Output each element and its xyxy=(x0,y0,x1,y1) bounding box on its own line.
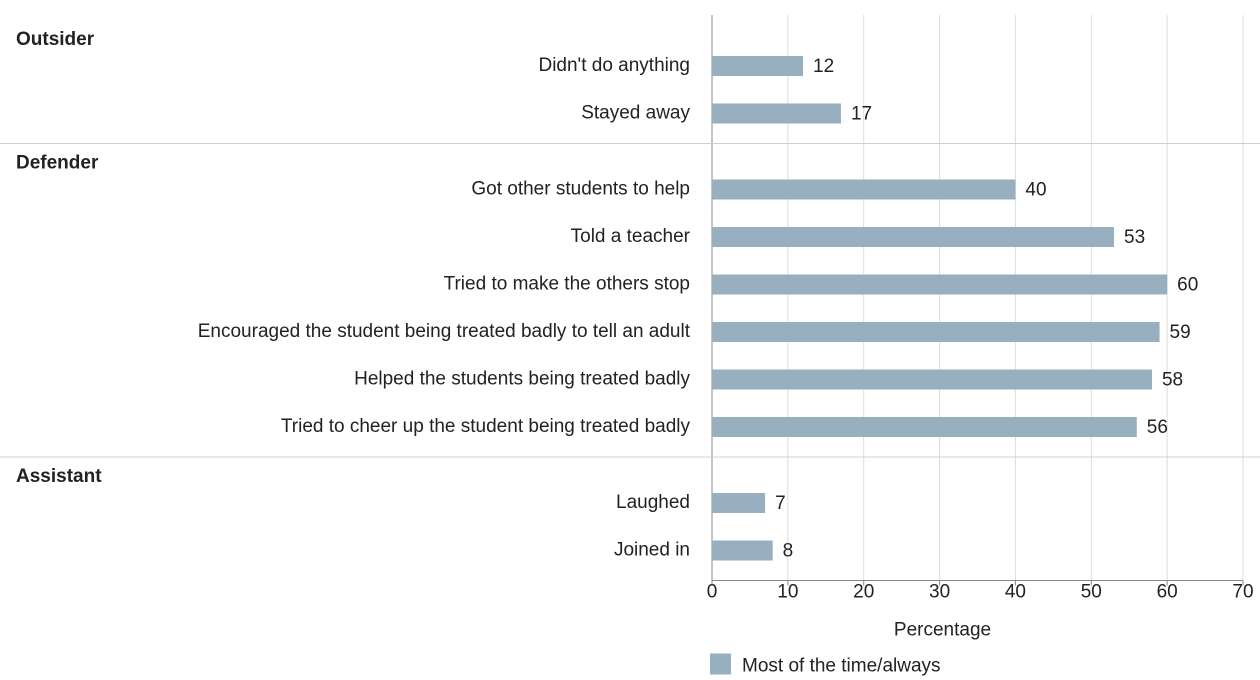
bar xyxy=(712,493,766,513)
group-label: Outsider xyxy=(16,29,95,50)
x-tick-label: 30 xyxy=(929,582,950,603)
bar xyxy=(712,274,1168,295)
group-label: Defender xyxy=(16,153,99,174)
category-label: Tried to make the others stop xyxy=(444,274,690,295)
value-label: 58 xyxy=(1162,370,1183,391)
bar xyxy=(712,103,841,124)
x-tick-label: 70 xyxy=(1232,582,1253,603)
x-tick-label: 40 xyxy=(1005,582,1026,603)
value-label: 59 xyxy=(1170,322,1191,343)
value-label: 53 xyxy=(1124,227,1145,248)
category-label: Laughed xyxy=(616,492,690,513)
bar xyxy=(712,417,1137,437)
category-label: Told a teacher xyxy=(571,226,691,247)
category-label: Didn't do anything xyxy=(538,55,690,76)
legend-swatch xyxy=(710,653,731,675)
category-label: Got other students to help xyxy=(471,179,690,200)
category-label: Tried to cheer up the student being trea… xyxy=(281,416,691,437)
category-label: Encouraged the student being treated bad… xyxy=(198,321,691,342)
value-label: 56 xyxy=(1147,417,1168,438)
value-label: 40 xyxy=(1025,180,1046,201)
x-tick-label: 20 xyxy=(853,582,874,603)
x-tick-label: 50 xyxy=(1081,582,1102,603)
bar xyxy=(712,369,1152,390)
legend-label: Most of the time/always xyxy=(742,656,941,677)
value-label: 7 xyxy=(775,493,786,514)
group-label: Assistant xyxy=(16,466,102,487)
category-label: Stayed away xyxy=(581,103,690,124)
bar xyxy=(712,540,773,561)
category-label: Helped the students being treated badly xyxy=(354,369,690,390)
value-label: 60 xyxy=(1177,275,1198,296)
x-tick-label: 0 xyxy=(707,582,718,603)
bar xyxy=(712,56,804,76)
bar xyxy=(712,227,1115,247)
value-label: 8 xyxy=(783,541,794,562)
x-tick-label: 10 xyxy=(777,582,798,603)
x-axis-label: Percentage xyxy=(894,620,991,641)
value-label: 17 xyxy=(851,104,872,125)
category-label: Joined in xyxy=(614,540,690,561)
x-tick-label: 60 xyxy=(1157,582,1178,603)
value-label: 12 xyxy=(813,56,834,77)
bar xyxy=(712,322,1160,342)
bar xyxy=(712,179,1016,200)
